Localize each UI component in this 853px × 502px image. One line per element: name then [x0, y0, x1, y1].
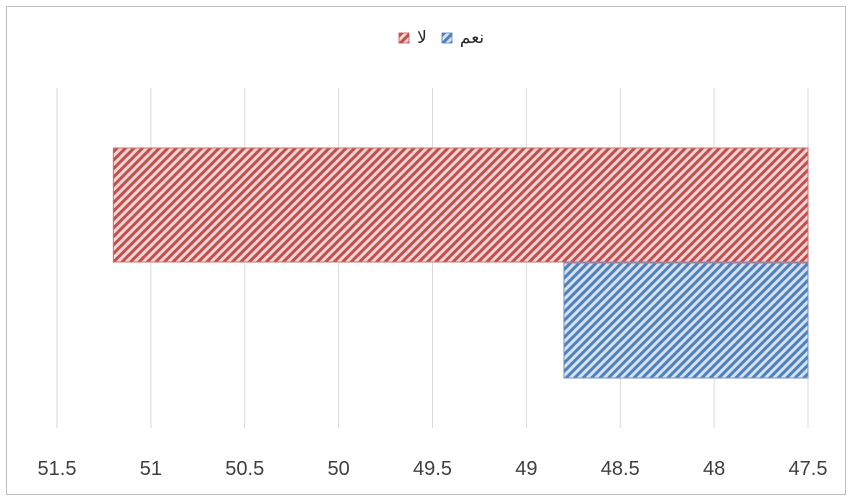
legend-swatch-no [398, 32, 410, 44]
x-tick-label: 50 [328, 458, 350, 480]
x-tick-label: 49.5 [413, 458, 452, 480]
legend: نعم لا [398, 28, 484, 48]
x-tick-label: 48 [703, 458, 725, 480]
x-axis-tick-labels: 47.5 48 48.5 49 49.5 50 50.5 51 51.5 [38, 458, 828, 480]
legend-label-yes: نعم [460, 28, 484, 48]
legend-swatch-yes [441, 32, 453, 44]
x-tick-label: 51 [140, 458, 162, 480]
x-tick-label: 47.5 [789, 458, 828, 480]
x-tick-label: 48.5 [601, 458, 640, 480]
legend-label-no: لا [417, 28, 427, 48]
x-tick-label: 51.5 [38, 458, 77, 480]
bars [112, 147, 809, 379]
bar-yes [563, 262, 809, 379]
bar-no [112, 147, 809, 263]
x-tick-label: 50.5 [225, 458, 264, 480]
x-tick-label: 49 [515, 458, 537, 480]
